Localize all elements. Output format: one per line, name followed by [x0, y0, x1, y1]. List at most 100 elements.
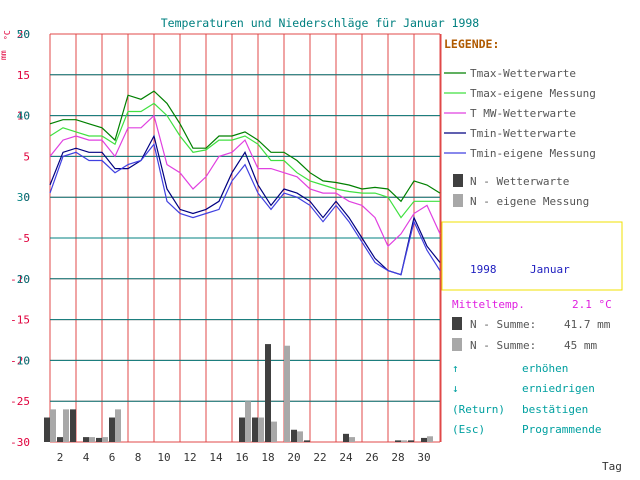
x-tick-label: 10: [157, 451, 170, 464]
y-tick-label-temp: 0: [23, 191, 30, 204]
precip-bar: [258, 417, 264, 442]
sum1-label: N - Summe:: [470, 318, 536, 331]
precip-bar: [245, 401, 251, 442]
key-esc-action: Programmende: [522, 423, 601, 436]
temp-series-line: [49, 134, 441, 276]
y-tick-label-mm: 10: [17, 354, 30, 367]
y-tick-label-mm: 40: [17, 110, 30, 123]
info-panel: 1998 Januar: [441, 221, 623, 291]
key-up-icon: ↑: [452, 362, 459, 375]
key-down-icon: ↓: [452, 382, 459, 395]
precip-bar: [349, 437, 355, 442]
x-tick-label: 16: [235, 451, 248, 464]
precip-bar: [109, 417, 115, 442]
y-tick-label-temp: -15: [10, 314, 30, 327]
y-tick-label-temp: 15: [17, 69, 30, 82]
precip-bar: [239, 417, 245, 442]
mean-temp-label: Mitteltemp.: [452, 298, 525, 311]
x-tick-label: 8: [135, 451, 142, 464]
legend-items: Tmax-Wetterwarte Tmax-eigene Messung T MW-…: [444, 67, 596, 208]
key-esc-label: (Esc): [452, 423, 485, 436]
plot-grid: [49, 33, 441, 443]
precip-bar: [395, 440, 401, 442]
precip-bar: [89, 437, 95, 442]
stats-panel: Mitteltemp. 2.1 °C N - Summe: 41.7 mm N …: [452, 298, 612, 352]
x-tick-label: 6: [109, 451, 116, 464]
precip-bar: [70, 409, 76, 442]
x-axis-unit: Tag: [602, 460, 622, 473]
legend-panel: LEGENDE: Tmax-Wetterwarte Tmax-eigene Mes…: [440, 34, 596, 442]
precip-bar: [102, 437, 108, 442]
sum2-swatch: [452, 338, 462, 351]
x-tick-label: 28: [391, 451, 404, 464]
key-down-action: erniedrigen: [522, 382, 595, 395]
temperature-lines: [49, 90, 441, 276]
precip-bar: [57, 437, 63, 442]
precip-bar: [63, 409, 69, 442]
sum2-label: N - Summe:: [470, 339, 536, 352]
y-tick-label-temp: -25: [10, 395, 30, 408]
legend-item-label: Tmax-Wetterwarte: [470, 67, 576, 80]
legend-item: Tmax-Wetterwarte: [444, 67, 576, 80]
precip-bar: [297, 431, 303, 442]
precip-bar: [421, 437, 427, 442]
precip-bar: [284, 345, 290, 442]
precip-bar: [304, 440, 310, 442]
precipitation-bars: [44, 344, 433, 442]
y-tick-label-temp: -20: [10, 354, 30, 367]
precip-bar: [115, 409, 121, 442]
legend-item-label: Tmax-eigene Messung: [470, 87, 596, 100]
legend-item: N - eigene Messung: [453, 194, 589, 208]
y-tick-label-temp: -5: [17, 232, 30, 245]
x-tick-label: 22: [313, 451, 326, 464]
info-month: Januar: [530, 263, 570, 276]
precip-bar: [83, 437, 89, 442]
x-tick-label: 26: [365, 451, 378, 464]
x-tick-label: 20: [287, 451, 300, 464]
precip-bar: [271, 421, 277, 442]
sum1-swatch: [452, 317, 462, 330]
x-tick-label: 30: [417, 451, 430, 464]
precip-bar: [50, 409, 56, 442]
key-up-action: erhöhen: [522, 362, 568, 375]
temp-series-line: [49, 114, 441, 248]
legend-item: Tmin-eigene Messung: [444, 147, 596, 160]
legend-item-label: N - Wetterwarte: [470, 175, 569, 188]
precip-bar: [44, 417, 50, 442]
key-esc[interactable]: (Esc) Programmende: [452, 423, 601, 436]
precip-bar: [265, 344, 271, 442]
legend-item-label: T MW-Wetterwarte: [470, 107, 576, 120]
legend-heading: LEGENDE:: [444, 37, 499, 51]
temp-series-line: [49, 102, 440, 219]
key-return[interactable]: (Return) bestätigen: [452, 403, 588, 416]
chart-title: Temperaturen und Niederschläge für Janua…: [161, 16, 480, 30]
sum1-value: 41.7 mm: [564, 318, 611, 331]
temp-series-line: [49, 142, 441, 276]
y-tick-label-temp: -10: [10, 273, 30, 286]
precip-bar: [343, 433, 349, 442]
precip-bar: [291, 429, 297, 442]
x-tick-labels: 2 4 6 8 10 12 14 16 18 20 22 24 26 28 30: [57, 451, 431, 464]
x-tick-label: 2: [57, 451, 64, 464]
x-tick-label: 24: [339, 451, 353, 464]
sum2-value: 45 mm: [564, 339, 597, 352]
legend-item: N - Wetterwarte: [453, 174, 569, 188]
legend-bar-swatch: [453, 194, 463, 207]
y-tick-label-mm: 30: [17, 191, 30, 204]
x-tick-label: 14: [209, 451, 223, 464]
legend-item: Tmax-eigene Messung: [444, 87, 596, 100]
key-help-panel: ↑ erhöhen ↓ erniedrigen (Return) bestäti…: [452, 362, 601, 436]
key-up[interactable]: ↑ erhöhen: [452, 362, 568, 375]
info-year: 1998: [470, 263, 497, 276]
key-down[interactable]: ↓ erniedrigen: [452, 382, 595, 395]
precip-bar: [401, 440, 407, 442]
legend-item-label: Tmin-Wetterwarte: [470, 127, 576, 140]
legend-bar-swatch: [453, 174, 463, 187]
precip-bar: [96, 437, 102, 442]
x-tick-label: 4: [83, 451, 90, 464]
legend-item: Tmin-Wetterwarte: [444, 127, 576, 140]
y-tick-label-temp: 10: [17, 110, 30, 123]
mean-temp-value: 2.1 °C: [572, 298, 612, 311]
